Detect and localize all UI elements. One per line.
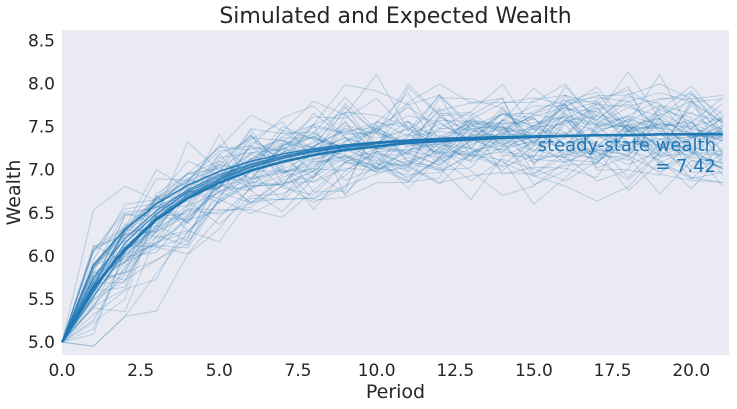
- simulated-path: [61, 97, 723, 343]
- x-tick-label: 15.0: [515, 361, 553, 381]
- simulated-path: [61, 83, 723, 343]
- simulated-path: [61, 119, 723, 343]
- x-tick-labels: 0.0 2.5 5.0 7.5 10.0 12.5 15.0 17.5 20.0: [48, 361, 710, 381]
- simulated-path: [61, 102, 723, 343]
- simulated-path: [61, 119, 724, 343]
- x-tick-label: 12.5: [436, 361, 474, 381]
- y-tick-label: 5.0: [28, 333, 55, 353]
- simulated-path: [61, 106, 724, 343]
- simulated-path: [61, 94, 723, 343]
- simulated-path: [61, 113, 723, 343]
- simulated-path: [61, 93, 723, 343]
- y-tick-label: 8.5: [28, 31, 55, 51]
- y-tick-label: 5.5: [28, 290, 55, 310]
- simulated-path: [61, 109, 724, 343]
- y-tick-label: 6.5: [28, 204, 55, 224]
- chart-title: Simulated and Expected Wealth: [219, 4, 571, 29]
- simulated-path: [61, 73, 723, 343]
- x-tick-label: 2.5: [127, 361, 154, 381]
- y-tick-label: 8.0: [28, 74, 55, 94]
- x-tick-label: 0.0: [48, 361, 75, 381]
- x-tick-label: 7.5: [284, 361, 311, 381]
- steady-state-annotation-line1: steady-state wealth: [538, 135, 716, 156]
- simulated-path: [61, 73, 723, 343]
- plot-background: [62, 30, 729, 355]
- x-tick-label: 20.0: [672, 361, 710, 381]
- steady-state-annotation-line2: = 7.42: [655, 156, 716, 177]
- x-tick-label: 17.5: [594, 361, 632, 381]
- simulated-path: [61, 85, 723, 343]
- simulated-path: [61, 84, 723, 343]
- simulated-path: [61, 93, 724, 343]
- simulated-path: [61, 108, 723, 343]
- y-tick-label: 7.0: [28, 161, 55, 181]
- simulated-path: [61, 96, 724, 343]
- simulated-path: [61, 99, 723, 343]
- simulated-path: [61, 85, 723, 343]
- simulated-path: [61, 99, 724, 343]
- simulated-path: [61, 115, 723, 343]
- simulated-path: [61, 107, 723, 343]
- simulated-path: [61, 104, 723, 343]
- simulated-path: [61, 116, 723, 343]
- y-axis-label: Wealth: [3, 160, 25, 226]
- simulated-path: [61, 87, 723, 343]
- simulated-paths: [61, 70, 724, 347]
- simulated-path: [61, 100, 724, 343]
- simulated-path: [61, 104, 723, 343]
- simulated-path: [61, 115, 723, 343]
- y-tick-label: 7.5: [28, 118, 55, 138]
- simulated-path: [61, 101, 723, 343]
- x-tick-label: 5.0: [206, 361, 233, 381]
- simulated-path: [61, 100, 723, 343]
- simulated-path: [61, 92, 723, 343]
- simulated-path: [61, 107, 724, 343]
- simulated-path: [61, 103, 723, 343]
- simulated-path: [61, 94, 724, 343]
- simulated-path: [61, 90, 724, 343]
- simulated-path: [61, 86, 723, 343]
- x-axis-label: Period: [366, 381, 425, 403]
- simulated-path: [61, 94, 724, 343]
- simulated-path: [61, 102, 723, 343]
- x-tick-label: 10.0: [358, 361, 396, 381]
- simulated-path: [61, 83, 723, 347]
- y-tick-label: 6.0: [28, 247, 55, 267]
- y-tick-labels: 5.0 5.5 6.0 6.5 7.0 7.5 8.0 8.5: [28, 31, 55, 353]
- expected-wealth-line: [60, 133, 723, 343]
- simulated-path: [61, 86, 723, 343]
- simulated-path: [61, 92, 723, 343]
